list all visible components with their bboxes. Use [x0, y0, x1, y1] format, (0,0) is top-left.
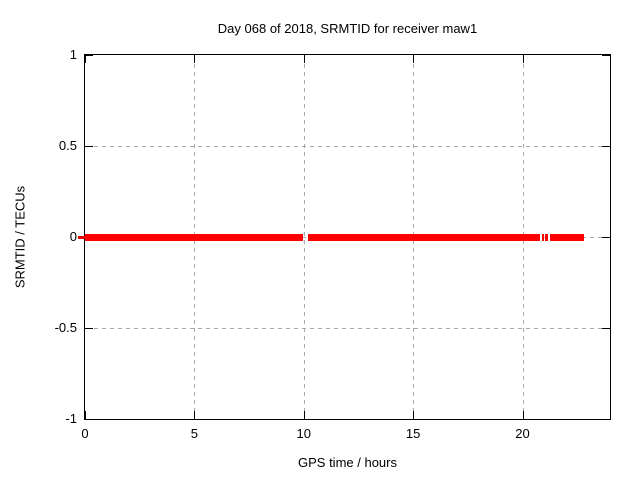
x-tick-top: [303, 55, 305, 63]
x-tick-label: 20: [515, 426, 530, 441]
series-segment: [549, 234, 584, 241]
y-tick-left: [85, 419, 93, 420]
y-tick-left: [85, 55, 93, 56]
y-tick-label: -1: [65, 411, 77, 426]
chart-title: Day 068 of 2018, SRMTID for receiver maw…: [217, 21, 478, 36]
x-tick-label: 10: [296, 426, 311, 441]
x-tick-bottom: [194, 411, 196, 419]
y-tick-right: [602, 328, 610, 329]
x-tick-bottom: [413, 411, 415, 419]
y-tick-right: [602, 419, 610, 420]
y-tick-left: [85, 328, 93, 329]
y-tick-right: [602, 55, 610, 56]
x-tick-bottom: [85, 411, 86, 419]
y-tick-label: 0.5: [58, 138, 77, 153]
zero-axis-outer-tick: [78, 236, 85, 239]
y-tick-right: [602, 146, 610, 147]
series-segment: [308, 234, 540, 241]
y-gridline: [86, 328, 609, 329]
x-tick-top: [85, 55, 86, 63]
x-tick-top: [413, 55, 415, 63]
y-tick-label: 0: [69, 229, 77, 244]
x-tick-top: [194, 55, 196, 63]
x-tick-label: 5: [190, 426, 198, 441]
x-tick-top: [522, 55, 524, 63]
y-tick-label: -0.5: [54, 320, 77, 335]
x-tick-label: 0: [81, 426, 89, 441]
y-tick-right: [602, 237, 610, 238]
y-gridline: [86, 146, 609, 147]
y-tick-label: 1: [69, 47, 77, 62]
series-segment: [545, 234, 548, 241]
x-tick-bottom: [522, 411, 524, 419]
x-axis-label: GPS time / hours: [298, 455, 397, 470]
series-segment: [85, 234, 304, 241]
series-segment: [542, 234, 545, 241]
x-tick-label: 15: [405, 426, 421, 441]
x-tick-bottom: [303, 411, 305, 419]
y-tick-left: [85, 146, 93, 147]
